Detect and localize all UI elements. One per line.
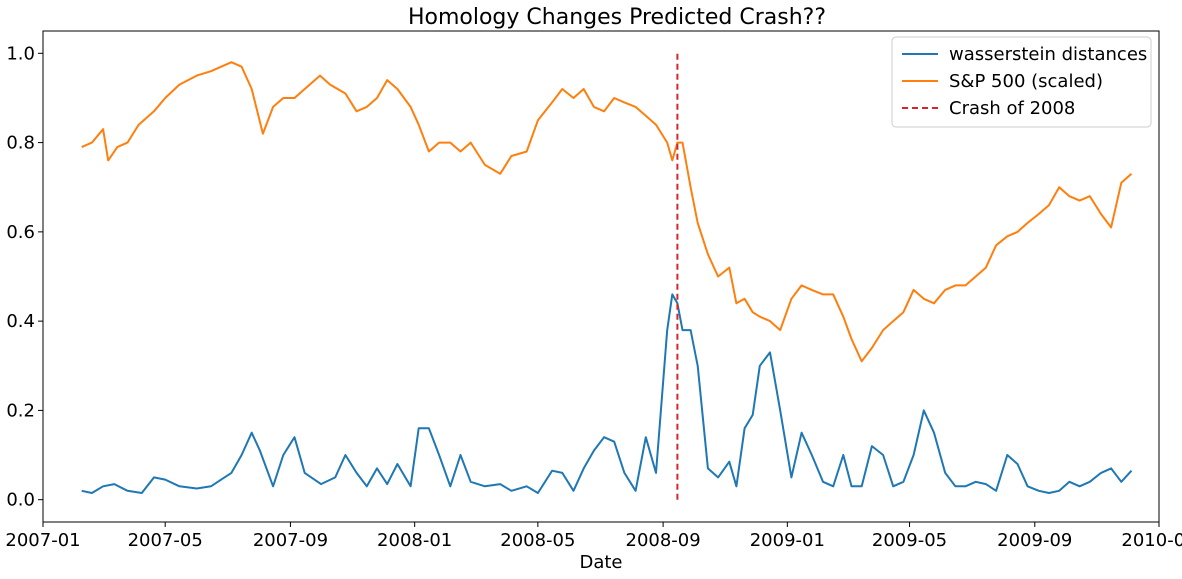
y-tick-label: 0.0 xyxy=(6,490,35,511)
series-line-wasserstein xyxy=(81,293,1133,494)
series-lines xyxy=(81,53,1133,500)
x-tick-label: 2010-01 xyxy=(1121,530,1182,551)
chart-title: Homology Changes Predicted Crash?? xyxy=(408,5,826,30)
y-tick-label: 0.8 xyxy=(6,133,35,154)
x-tick-label: 2008-01 xyxy=(377,530,452,551)
y-tick-label: 0.4 xyxy=(6,311,35,332)
y-tick-label: 0.6 xyxy=(6,222,35,243)
x-tick-label: 2008-09 xyxy=(626,530,701,551)
x-tick-label: 2007-05 xyxy=(128,530,203,551)
legend-label-crash: Crash of 2008 xyxy=(949,98,1075,119)
x-tick-label: 2009-05 xyxy=(872,530,947,551)
legend: wasserstein distances S&P 500 (scaled) C… xyxy=(891,36,1152,128)
x-tick-label: 2009-01 xyxy=(750,530,825,551)
plot-frame xyxy=(42,30,1160,523)
x-tick-label: 2008-05 xyxy=(500,530,575,551)
y-tick-label: 1.0 xyxy=(6,43,35,64)
x-tick-label: 2007-01 xyxy=(5,530,80,551)
y-tick-label: 0.2 xyxy=(6,400,35,421)
series-line-sp500 xyxy=(81,61,1133,363)
x-tick-label: 2009-09 xyxy=(997,530,1072,551)
x-axis-label: Date xyxy=(579,552,622,573)
axis-ticks: 2007-01 2007-05 2007-09 2008-01 2008-05 2008-… xyxy=(5,43,1182,551)
legend-label-wasserstein: wasserstein distances xyxy=(949,44,1147,65)
legend-box xyxy=(891,36,1152,128)
x-tick-label: 2007-09 xyxy=(253,530,328,551)
legend-label-sp500: S&P 500 (scaled) xyxy=(949,71,1103,92)
